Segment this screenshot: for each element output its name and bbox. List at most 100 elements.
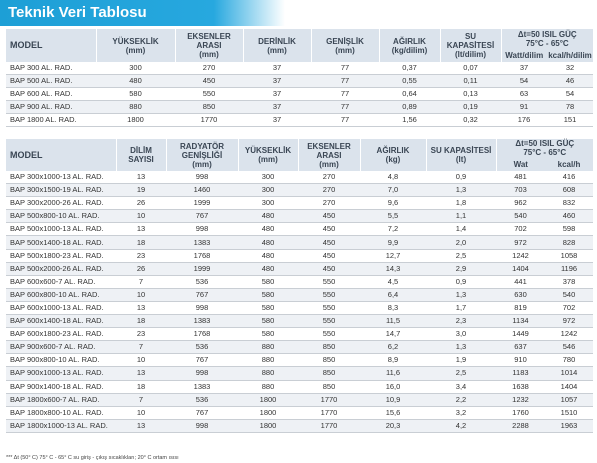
model-cell: BAP 900 AL. RAD. [6, 100, 96, 115]
table-cell: 998 [166, 222, 238, 237]
table-cell: 1183 [496, 366, 545, 381]
table-cell: 1768 [166, 249, 238, 263]
col-power: Δt=50 ISIL GÜÇ 75°C - 65°C [500, 29, 594, 48]
table-cell: 540 [545, 288, 594, 302]
table-cell: 2,0 [426, 235, 496, 250]
table-cell: 832 [545, 196, 594, 211]
col-watt: Watt/dilim [500, 48, 547, 62]
table-cell: 378 [545, 275, 594, 289]
table-cell: 450 [298, 209, 360, 224]
table-cell: 7 [116, 393, 166, 407]
table-row: BAP 600 AL. RAD. 580 550 37 77 0,64 0,13 63 54 [6, 87, 594, 102]
table-cell: 972 [545, 314, 594, 329]
table-cell: 7,2 [360, 222, 426, 237]
table-row: BAP 600x600-7 AL. RAD. 7 536 580 550 4,5 0,9 44… [6, 275, 594, 289]
table-cell: 2288 [496, 419, 545, 433]
table-cell: 2,5 [426, 366, 496, 381]
table-cell: 13 [116, 366, 166, 381]
table-cell: 2,9 [426, 262, 496, 276]
table-cell: 151 [547, 113, 594, 128]
col-power: Δt=50 ISIL GÜÇ 75°C - 65°C [495, 139, 594, 157]
table-cell: 1134 [496, 314, 545, 329]
col-kcal: kcal/h/dilim [547, 48, 594, 62]
table-cell: 536 [166, 275, 238, 289]
table-cell: 1770 [298, 393, 360, 407]
table-cell: 18 [116, 380, 166, 394]
table-cell: 480 [238, 262, 298, 276]
table-cell: 702 [496, 222, 545, 237]
model-cell: BAP 500x1400-18 AL. RAD. [6, 235, 116, 250]
table-cell: 77 [311, 100, 379, 115]
table-cell: 1383 [166, 235, 238, 250]
table-cell: 3,2 [426, 406, 496, 420]
table-cell: 77 [311, 62, 379, 76]
model-cell: BAP 300 AL. RAD. [6, 62, 96, 76]
table-cell: 77 [311, 113, 379, 128]
table-cell: 26 [116, 196, 166, 211]
table-cell: 15,6 [360, 406, 426, 420]
table-cell: 450 [298, 262, 360, 276]
col-axis: EKSENLER ARASI (mm) [297, 139, 360, 171]
col-height: YÜKSEKLİK (mm) [237, 139, 298, 171]
table-cell: 550 [298, 288, 360, 302]
table-cell: 962 [496, 196, 545, 211]
table-cell: 32 [547, 62, 594, 76]
model-cell: BAP 500x1000-13 AL. RAD. [6, 222, 116, 237]
table-cell: 10 [116, 406, 166, 420]
table-cell: 23 [116, 249, 166, 263]
model-cell: BAP 900x1400-18 AL. RAD. [6, 380, 116, 394]
table-cell: 10 [116, 209, 166, 224]
table-row: BAP 600x800-10 AL. RAD. 10 767 580 550 6,4 1,3… [6, 288, 594, 302]
col-slices: DİLİM SAYISI [115, 139, 166, 171]
table-cell: 630 [496, 288, 545, 302]
col-model: MODEL [6, 29, 96, 62]
table-cell: 18 [116, 314, 166, 329]
table-cell: 1232 [496, 393, 545, 407]
model-cell: BAP 900x1000-13 AL. RAD. [6, 366, 116, 381]
table-cell: 540 [496, 209, 545, 224]
col-rad-width: RADYATÖR GENİŞLİĞİ (mm) [165, 139, 238, 171]
table-cell: 26 [116, 262, 166, 276]
col-water: SU KAPASİTESİ (lt) [425, 139, 496, 171]
model-cell: BAP 1800x600-7 AL. RAD. [6, 393, 116, 407]
table-cell: 37 [243, 113, 311, 128]
col-watt: Wat [495, 157, 545, 171]
table-row: BAP 1800x1000-13 AL. RAD. 13 998 1800 1770 20… [6, 419, 594, 433]
table-cell: 176 [501, 113, 547, 128]
table-cell: 1768 [166, 327, 238, 342]
table-cell: 637 [496, 340, 545, 355]
table-cell: 480 [96, 74, 175, 89]
col-water: SU KAPASİTESİ (lt/dilim) [439, 29, 501, 62]
table-cell: 1760 [496, 406, 545, 420]
table-cell: 37 [243, 87, 311, 102]
table-row: BAP 900x1000-13 AL. RAD. 13 998 880 850 11,6 2… [6, 366, 594, 381]
table-cell: 1058 [545, 249, 594, 263]
table-cell: 0,13 [440, 87, 501, 102]
table-cell: 7 [116, 340, 166, 355]
table-cell: 450 [298, 222, 360, 237]
table-cell: 998 [166, 366, 238, 381]
table-cell: 14,7 [360, 327, 426, 342]
footnote: *** Δt (50° C) 75° C - 65° C su giriş - … [6, 455, 179, 461]
table-cell: 10 [116, 288, 166, 302]
table-cell: 0,07 [440, 62, 501, 76]
table-cell: 481 [496, 171, 545, 185]
table-cell: 0,64 [379, 87, 440, 102]
table-cell: 536 [166, 393, 238, 407]
table-row: BAP 1800x600-7 AL. RAD. 7 536 1800 1770 10,9 2… [6, 393, 594, 407]
table-cell: 1,56 [379, 113, 440, 128]
table-cell: 550 [175, 87, 243, 102]
table-cell: 880 [238, 380, 298, 394]
table-row: BAP 1800x800-10 AL. RAD. 10 767 1800 1770 15,… [6, 406, 594, 420]
table-cell: 1,3 [426, 288, 496, 302]
table-cell: 8,3 [360, 301, 426, 316]
model-cell: BAP 900x800-10 AL. RAD. [6, 353, 116, 368]
table-cell: 270 [175, 62, 243, 76]
table-cell: 7,0 [360, 183, 426, 198]
table-cell: 850 [298, 366, 360, 381]
table-row: BAP 900x600-7 AL. RAD. 7 536 880 850 6,2 1,3 63… [6, 340, 594, 355]
table-cell: 11,6 [360, 366, 426, 381]
table-cell: 550 [298, 301, 360, 316]
table-cell: 270 [298, 196, 360, 211]
table-cell: 580 [96, 87, 175, 102]
